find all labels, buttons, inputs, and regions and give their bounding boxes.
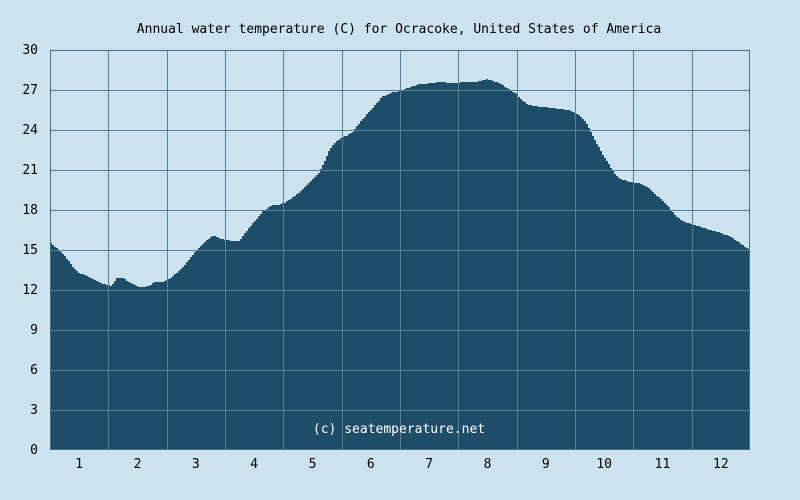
y-tick-label: 24 [22,123,38,138]
y-tick-label: 27 [22,83,38,98]
watermark-text: (c) seatemperature.net [313,422,485,437]
x-tick-label: 10 [596,457,612,472]
y-tick-label: 15 [22,243,38,258]
x-tick-label: 11 [655,457,671,472]
y-tick-label: 9 [30,323,38,338]
x-tick-label: 3 [192,457,200,472]
plot-frame [50,50,750,450]
chart-title: Annual water temperature (C) for Ocracok… [137,22,661,37]
y-tick-label: 12 [22,283,38,298]
x-tick-label: 1 [75,457,83,472]
y-tick-label: 21 [22,163,38,178]
y-tick-label: 0 [30,443,38,458]
y-tick-label: 6 [30,363,38,378]
x-tick-label: 12 [713,457,729,472]
y-tick-label: 18 [22,203,38,218]
x-tick-label: 8 [484,457,492,472]
x-tick-label: 9 [542,457,550,472]
x-tick-label: 5 [309,457,317,472]
y-tick-label: 30 [22,43,38,58]
x-tick-label: 7 [425,457,433,472]
x-tick-label: 4 [250,457,258,472]
y-tick-label: 3 [30,403,38,418]
x-tick-label: 6 [367,457,375,472]
x-tick-label: 2 [134,457,142,472]
